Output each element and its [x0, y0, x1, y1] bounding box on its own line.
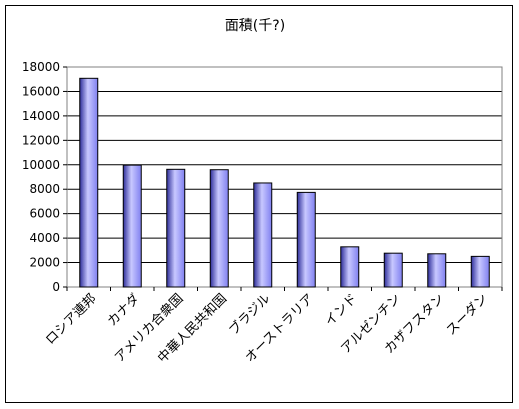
bar: [470, 255, 490, 288]
bar: [296, 191, 316, 288]
bar: [122, 164, 142, 288]
y-tick-label: 6000: [29, 207, 60, 221]
y-tick-label: 10000: [22, 158, 60, 172]
chart-title: 面積(千?): [225, 18, 285, 34]
x-category-label: カナダ: [105, 291, 143, 329]
bar: [383, 252, 403, 288]
y-tick-label: 0: [52, 280, 60, 294]
bar: [166, 168, 186, 288]
x-category-label: ロシア連邦: [43, 291, 100, 348]
y-tick-label: 14000: [22, 109, 60, 123]
bar: [253, 182, 273, 288]
y-tick-label: 12000: [22, 133, 60, 147]
y-axis-ticks: 0 2000 4000 6000 8000 10000 12000 14000 16000 180…: [22, 60, 67, 294]
y-tick-label: 2000: [29, 256, 60, 270]
bar: [427, 253, 447, 288]
x-category-label: インド: [322, 291, 360, 329]
x-category-label: スーダン: [444, 291, 491, 338]
bar: [79, 77, 99, 288]
bar: [209, 169, 229, 288]
y-tick-label: 8000: [29, 182, 60, 196]
bar: [340, 246, 360, 288]
y-tick-label: 4000: [29, 231, 60, 245]
y-tick-label: 18000: [22, 60, 60, 74]
y-tick-label: 16000: [22, 84, 60, 98]
bar-series: [79, 77, 490, 288]
